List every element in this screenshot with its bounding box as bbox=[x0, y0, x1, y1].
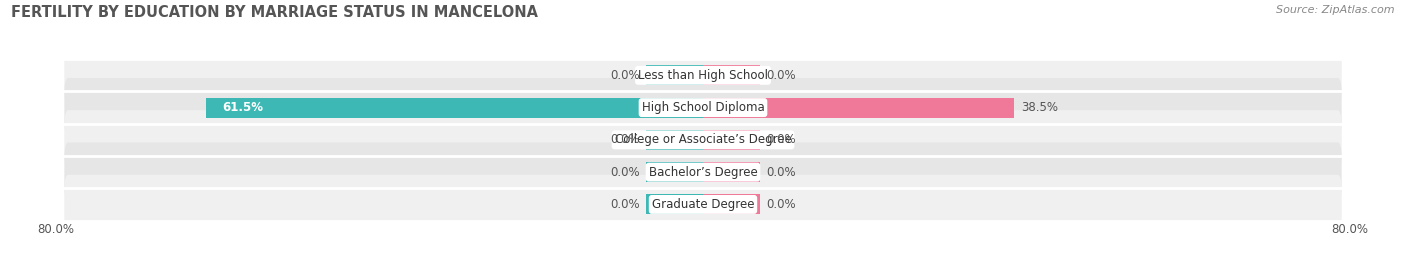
Text: College or Associate’s Degree: College or Associate’s Degree bbox=[614, 133, 792, 146]
Text: Graduate Degree: Graduate Degree bbox=[652, 198, 754, 211]
Bar bbox=[647, 162, 703, 182]
Text: Bachelor’s Degree: Bachelor’s Degree bbox=[648, 166, 758, 179]
FancyBboxPatch shape bbox=[65, 175, 1341, 234]
Text: 0.0%: 0.0% bbox=[766, 69, 796, 82]
Text: High School Diploma: High School Diploma bbox=[641, 101, 765, 114]
Bar bbox=[703, 98, 1014, 118]
Bar bbox=[205, 98, 703, 118]
FancyBboxPatch shape bbox=[65, 78, 1341, 137]
Text: 61.5%: 61.5% bbox=[222, 101, 263, 114]
Text: 0.0%: 0.0% bbox=[610, 198, 640, 211]
Text: 0.0%: 0.0% bbox=[766, 166, 796, 179]
Bar bbox=[703, 194, 759, 214]
Text: 0.0%: 0.0% bbox=[610, 133, 640, 146]
Text: FERTILITY BY EDUCATION BY MARRIAGE STATUS IN MANCELONA: FERTILITY BY EDUCATION BY MARRIAGE STATU… bbox=[11, 5, 538, 20]
Text: 0.0%: 0.0% bbox=[610, 166, 640, 179]
Text: Source: ZipAtlas.com: Source: ZipAtlas.com bbox=[1277, 5, 1395, 15]
FancyBboxPatch shape bbox=[65, 110, 1341, 169]
Text: 0.0%: 0.0% bbox=[766, 133, 796, 146]
FancyBboxPatch shape bbox=[65, 143, 1341, 202]
Bar bbox=[703, 130, 759, 150]
Text: Less than High School: Less than High School bbox=[638, 69, 768, 82]
Bar bbox=[703, 65, 759, 85]
Bar bbox=[703, 162, 759, 182]
Bar bbox=[647, 194, 703, 214]
FancyBboxPatch shape bbox=[65, 46, 1341, 105]
Bar bbox=[647, 130, 703, 150]
Bar bbox=[647, 65, 703, 85]
Text: 0.0%: 0.0% bbox=[610, 69, 640, 82]
Text: 38.5%: 38.5% bbox=[1021, 101, 1057, 114]
Text: 0.0%: 0.0% bbox=[766, 198, 796, 211]
